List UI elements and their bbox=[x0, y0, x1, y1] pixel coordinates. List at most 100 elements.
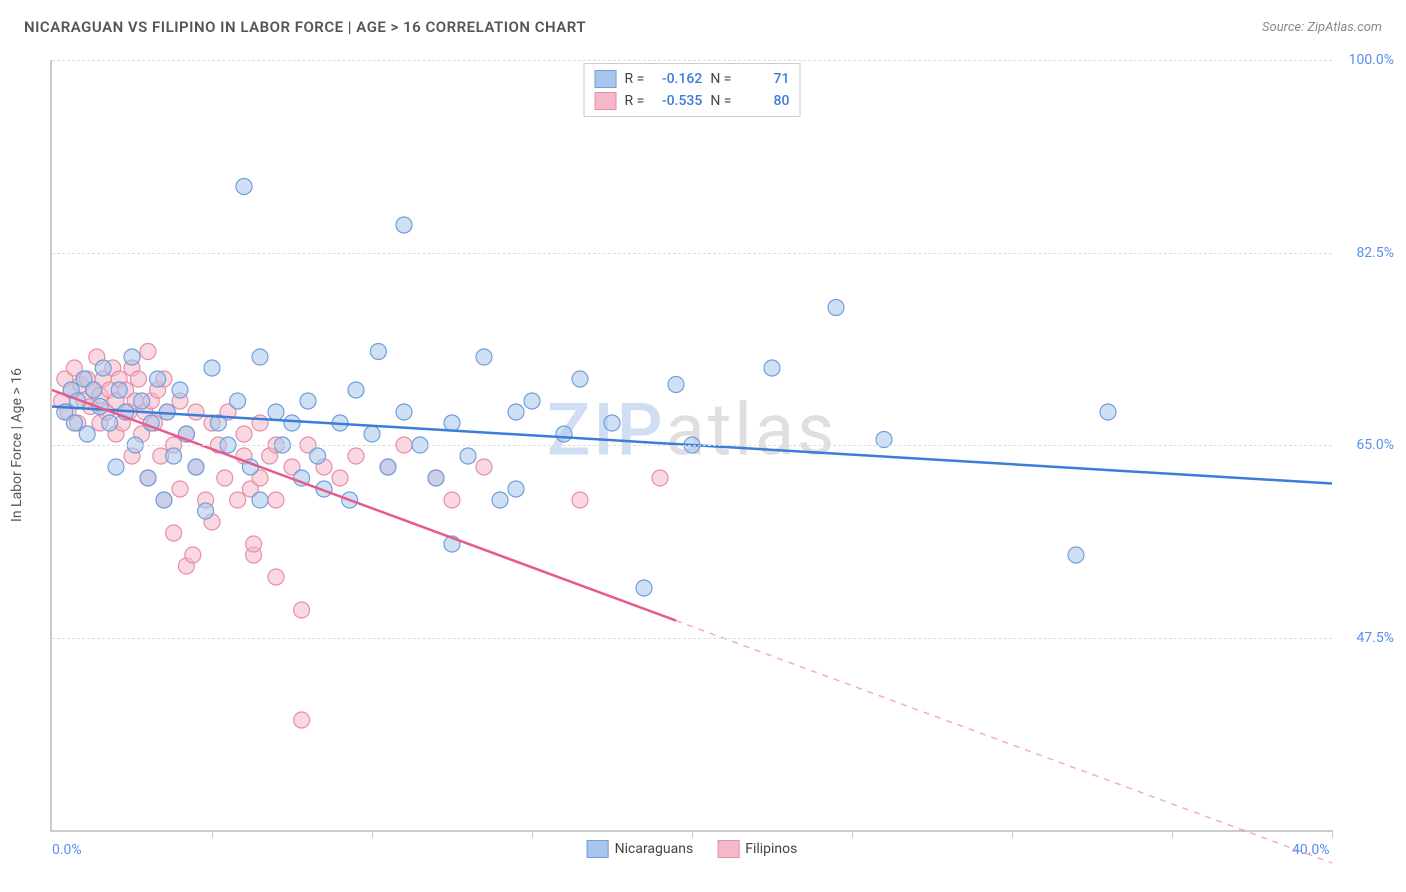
x-tick bbox=[1332, 830, 1333, 838]
x-tick bbox=[212, 830, 213, 838]
legend-label: Nicaraguans bbox=[615, 841, 694, 857]
y-tick-label: 100.0% bbox=[1339, 52, 1394, 68]
data-point bbox=[476, 459, 492, 475]
data-point bbox=[572, 371, 588, 387]
data-point bbox=[370, 344, 386, 360]
data-point bbox=[380, 459, 396, 475]
data-point bbox=[166, 448, 182, 464]
legend-item-nicaraguans: Nicaraguans bbox=[587, 840, 694, 858]
data-point bbox=[230, 393, 246, 409]
data-point bbox=[1100, 404, 1116, 420]
data-point bbox=[252, 415, 268, 431]
data-point bbox=[217, 470, 233, 486]
data-point bbox=[268, 404, 284, 420]
data-point bbox=[396, 404, 412, 420]
data-point bbox=[294, 602, 310, 618]
data-point bbox=[111, 382, 127, 398]
data-point bbox=[460, 448, 476, 464]
x-tick bbox=[532, 830, 533, 838]
data-point bbox=[268, 569, 284, 585]
data-point bbox=[246, 536, 262, 552]
data-point bbox=[508, 481, 524, 497]
data-point bbox=[508, 404, 524, 420]
gridline bbox=[52, 60, 1332, 61]
data-point bbox=[364, 426, 380, 442]
data-point bbox=[108, 459, 124, 475]
data-point bbox=[236, 179, 252, 195]
x-tick bbox=[1172, 830, 1173, 838]
source-label: Source: ZipAtlas.com bbox=[1262, 20, 1382, 35]
data-point bbox=[95, 360, 111, 376]
data-point bbox=[444, 492, 460, 508]
data-point bbox=[300, 393, 316, 409]
trend-line-extrapolated bbox=[676, 621, 1332, 863]
data-point bbox=[284, 415, 300, 431]
data-point bbox=[134, 393, 150, 409]
data-point bbox=[166, 525, 182, 541]
data-point bbox=[310, 448, 326, 464]
data-point bbox=[636, 580, 652, 596]
title-bar: NICARAGUAN VS FILIPINO IN LABOR FORCE | … bbox=[24, 18, 1382, 36]
data-point bbox=[524, 393, 540, 409]
data-point bbox=[79, 426, 95, 442]
y-tick-label: 82.5% bbox=[1339, 245, 1394, 261]
data-point bbox=[198, 503, 214, 519]
y-axis-title: In Labor Force | Age > 16 bbox=[9, 368, 25, 522]
data-point bbox=[185, 547, 201, 563]
data-point bbox=[86, 382, 102, 398]
data-point bbox=[428, 470, 444, 486]
data-point bbox=[130, 371, 146, 387]
data-point bbox=[150, 371, 166, 387]
data-point bbox=[572, 492, 588, 508]
data-point bbox=[252, 492, 268, 508]
data-point bbox=[188, 404, 204, 420]
data-point bbox=[396, 217, 412, 233]
x-tick bbox=[1012, 830, 1013, 838]
data-point bbox=[444, 415, 460, 431]
plot-area: In Labor Force | Age > 16 ZIPatlas R = -… bbox=[50, 60, 1332, 832]
data-point bbox=[204, 360, 220, 376]
data-point bbox=[668, 377, 684, 393]
data-point bbox=[1068, 547, 1084, 563]
chart-title: NICARAGUAN VS FILIPINO IN LABOR FORCE | … bbox=[24, 18, 586, 36]
data-point bbox=[492, 492, 508, 508]
data-point bbox=[332, 470, 348, 486]
y-tick-label: 47.5% bbox=[1339, 630, 1394, 646]
swatch-nicaraguans-2 bbox=[587, 840, 609, 858]
x-tick bbox=[692, 830, 693, 838]
data-point bbox=[156, 492, 172, 508]
legend-item-filipinos: Filipinos bbox=[717, 840, 797, 858]
data-point bbox=[476, 349, 492, 365]
data-point bbox=[140, 470, 156, 486]
data-point bbox=[556, 426, 572, 442]
data-point bbox=[764, 360, 780, 376]
data-point bbox=[236, 426, 252, 442]
legend-series: Nicaraguans Filipinos bbox=[587, 840, 798, 858]
data-point bbox=[172, 382, 188, 398]
data-point bbox=[652, 470, 668, 486]
data-point bbox=[188, 459, 204, 475]
data-point bbox=[828, 300, 844, 316]
data-point bbox=[172, 481, 188, 497]
y-tick-label: 65.0% bbox=[1339, 437, 1394, 453]
gridline bbox=[52, 638, 1332, 639]
data-point bbox=[102, 415, 118, 431]
data-point bbox=[348, 382, 364, 398]
x-tick bbox=[852, 830, 853, 838]
data-point bbox=[124, 349, 140, 365]
data-point bbox=[140, 344, 156, 360]
data-point bbox=[66, 415, 82, 431]
gridline bbox=[52, 445, 1332, 446]
x-tick bbox=[372, 830, 373, 838]
data-point bbox=[348, 448, 364, 464]
data-point bbox=[252, 349, 268, 365]
x-end-label: 0.0% bbox=[52, 842, 82, 858]
data-point bbox=[230, 492, 246, 508]
data-point bbox=[604, 415, 620, 431]
data-point bbox=[294, 712, 310, 728]
legend-label: Filipinos bbox=[745, 841, 797, 857]
data-point bbox=[268, 492, 284, 508]
gridline bbox=[52, 253, 1332, 254]
swatch-filipinos-2 bbox=[717, 840, 739, 858]
x-end-label: 40.0% bbox=[1292, 842, 1330, 858]
